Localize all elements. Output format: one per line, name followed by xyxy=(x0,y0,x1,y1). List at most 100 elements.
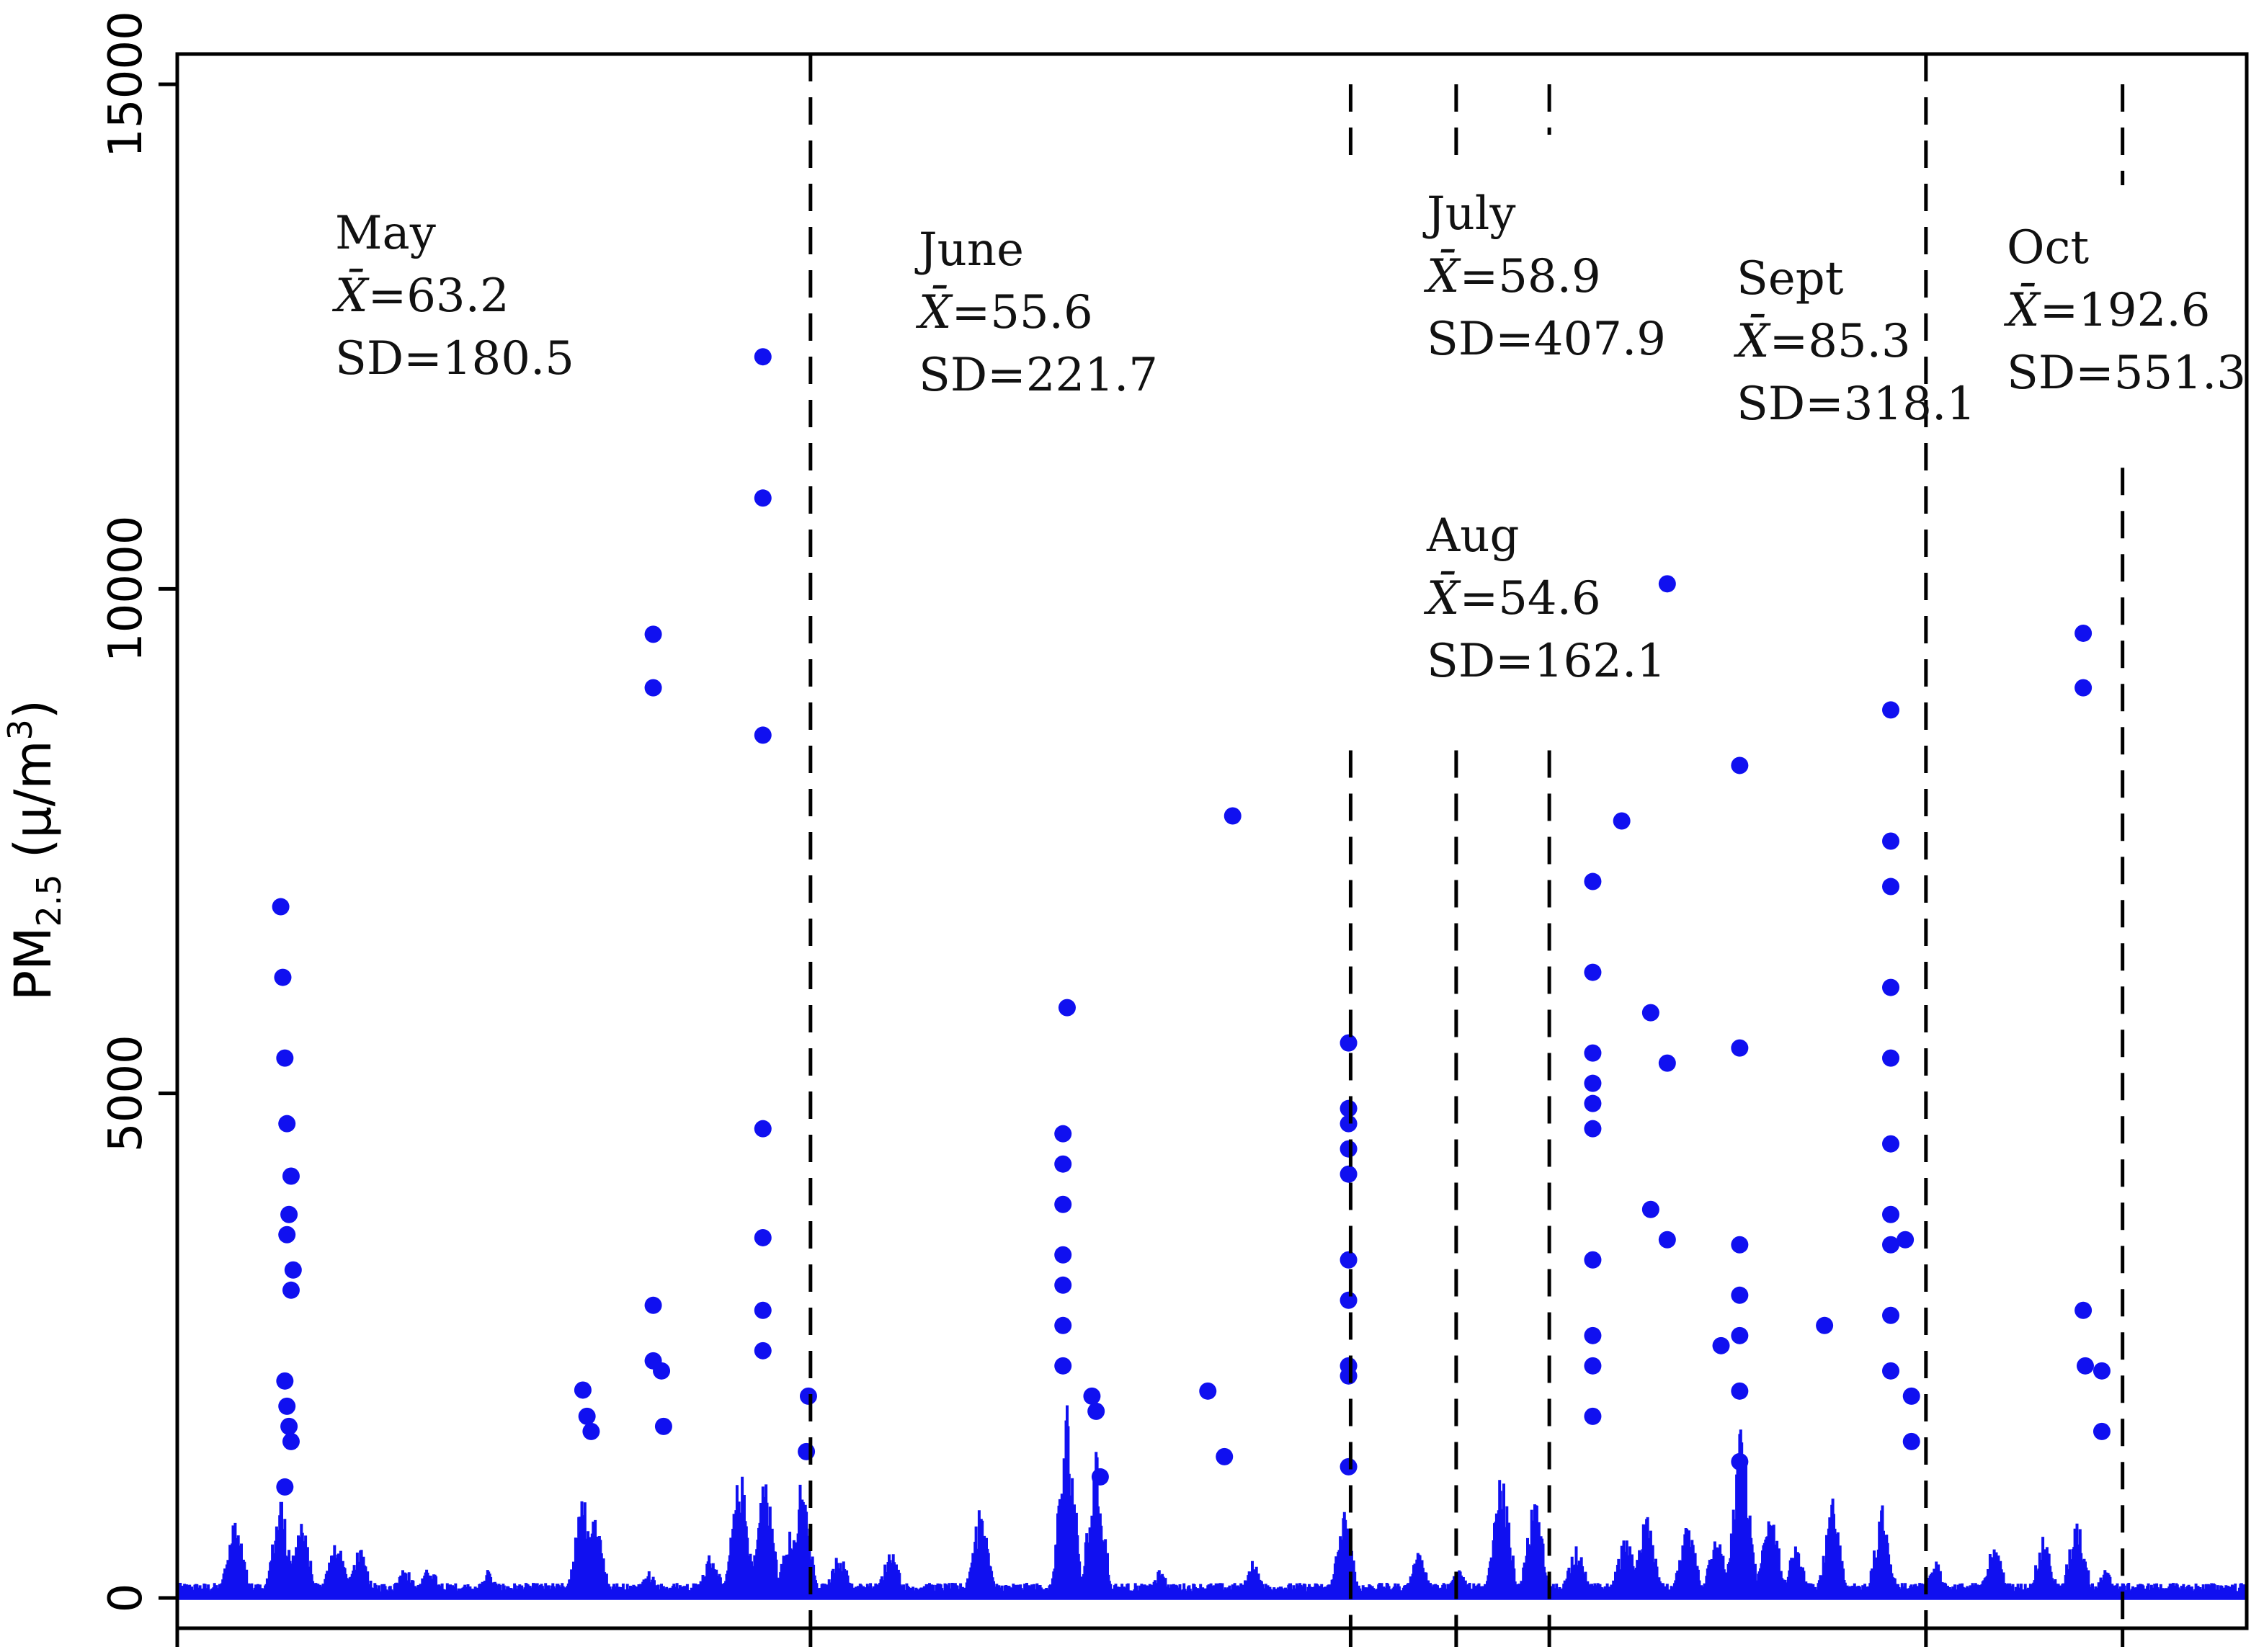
data-point-38 xyxy=(1054,1316,1072,1334)
annotation-may-mean: X̄=63.2 xyxy=(331,268,509,323)
data-point-24 xyxy=(754,489,772,507)
data-point-32 xyxy=(1058,999,1076,1017)
data-point-42 xyxy=(1091,1468,1109,1486)
annotation-may-mean-symbol: X̄ xyxy=(331,268,370,323)
data-point-50 xyxy=(1340,1165,1358,1183)
data-point-27 xyxy=(754,1228,772,1246)
data-point-85 xyxy=(1882,1049,1900,1067)
data-point-49 xyxy=(1340,1140,1358,1158)
data-point-35 xyxy=(1054,1195,1072,1213)
data-point-1 xyxy=(274,968,292,986)
data-point-91 xyxy=(1897,1231,1915,1249)
data-point-10 xyxy=(278,1397,296,1415)
data-point-92 xyxy=(1902,1387,1920,1405)
annotation-may-mean-value: =63.2 xyxy=(368,269,509,323)
annotation-july-mean-value: =58.9 xyxy=(1460,250,1601,303)
annotation-sept-mean-value: =85.3 xyxy=(1770,315,1911,368)
annotation-june-sd: SD=221.7 xyxy=(919,349,1158,402)
data-point-95 xyxy=(2074,679,2093,697)
y-axis-label-subscript: 2.5 xyxy=(30,874,68,927)
data-point-69 xyxy=(1658,575,1676,593)
data-point-11 xyxy=(280,1417,298,1435)
data-point-36 xyxy=(1054,1246,1072,1264)
data-point-5 xyxy=(280,1205,298,1223)
data-point-45 xyxy=(1199,1382,1217,1400)
data-point-18 xyxy=(644,679,662,697)
annotation-aug-month: Aug xyxy=(1426,509,1519,563)
data-point-23 xyxy=(754,348,772,366)
data-point-83 xyxy=(1882,878,1900,896)
data-point-7 xyxy=(284,1261,302,1279)
data-points xyxy=(272,348,2111,1496)
data-point-64 xyxy=(1584,1357,1602,1375)
data-point-94 xyxy=(2074,624,2093,642)
annotation-may-sd: SD=180.5 xyxy=(335,332,574,385)
y-axis-label: PM2.5 (μ/m3) xyxy=(1,700,68,1001)
annotation-may-month: May xyxy=(335,207,436,260)
data-point-39 xyxy=(1054,1357,1072,1375)
data-point-97 xyxy=(2076,1357,2094,1375)
annotation-sept-mean-symbol: X̄ xyxy=(1733,313,1771,368)
data-point-61 xyxy=(1584,1120,1602,1138)
plot-frame xyxy=(175,52,2249,1630)
month-boundaries xyxy=(808,54,2125,1628)
data-point-40 xyxy=(1083,1387,1101,1405)
y-axis-label-suffix: (μ/m xyxy=(4,740,63,874)
data-point-81 xyxy=(1882,701,1900,719)
data-point-52 xyxy=(1340,1291,1358,1309)
data-point-82 xyxy=(1882,832,1900,850)
data-point-19 xyxy=(644,1296,662,1314)
annotation-aug-mean: X̄=54.6 xyxy=(1423,571,1601,625)
data-point-2 xyxy=(276,1049,294,1067)
data-point-66 xyxy=(1613,812,1631,830)
data-point-37 xyxy=(1054,1276,1072,1294)
data-point-55 xyxy=(1340,1457,1358,1475)
data-point-87 xyxy=(1882,1205,1900,1223)
data-point-22 xyxy=(654,1417,672,1435)
data-point-4 xyxy=(282,1167,300,1185)
data-point-48 xyxy=(1340,1115,1358,1133)
annotation-july-mean-symbol: X̄ xyxy=(1423,249,1461,303)
data-point-8 xyxy=(282,1281,300,1299)
annotation-june-mean: X̄=55.6 xyxy=(915,285,1093,339)
data-point-89 xyxy=(1882,1306,1900,1324)
data-point-70 xyxy=(1658,1054,1676,1072)
data-point-96 xyxy=(2074,1301,2093,1319)
data-point-34 xyxy=(1054,1155,1072,1173)
data-point-13 xyxy=(276,1478,294,1496)
data-point-74 xyxy=(1731,1039,1749,1057)
data-point-29 xyxy=(754,1341,772,1359)
data-point-25 xyxy=(754,726,772,744)
data-point-16 xyxy=(582,1422,600,1440)
y-tick-label-10000: 10000 xyxy=(99,516,153,663)
annotation-sept-mean: X̄=85.3 xyxy=(1733,313,1911,368)
data-point-86 xyxy=(1882,1135,1900,1153)
annotation-june-mean-symbol: X̄ xyxy=(915,285,953,339)
data-point-51 xyxy=(1340,1251,1358,1269)
data-point-73 xyxy=(1731,756,1749,774)
data-point-60 xyxy=(1584,1094,1602,1112)
data-point-6 xyxy=(278,1225,296,1244)
month-annotations: May X̄=63.2 SD=180.5 June X̄=55.6 SD=221… xyxy=(331,187,2246,688)
annotation-oct-mean-value: =192.6 xyxy=(2040,284,2211,337)
y-tick-label-5000: 5000 xyxy=(99,1035,153,1152)
y-axis-title: PM2.5 (μ/m3) xyxy=(1,700,68,1001)
data-point-75 xyxy=(1731,1236,1749,1254)
annotation-aug-sd: SD=162.1 xyxy=(1427,635,1666,688)
data-point-76 xyxy=(1731,1286,1749,1304)
annotation-oct-mean: X̄=192.6 xyxy=(2003,282,2210,337)
data-point-90 xyxy=(1882,1362,1900,1380)
data-point-31 xyxy=(798,1442,816,1460)
data-point-14 xyxy=(574,1381,592,1399)
data-point-28 xyxy=(754,1301,772,1319)
y-tick-label-15000: 15000 xyxy=(99,11,153,158)
data-point-63 xyxy=(1584,1326,1602,1344)
data-point-77 xyxy=(1731,1326,1749,1344)
data-point-79 xyxy=(1731,1452,1749,1470)
data-point-58 xyxy=(1584,1044,1602,1062)
data-point-78 xyxy=(1731,1382,1749,1400)
y-axis-label-close: ) xyxy=(4,700,63,719)
data-point-0 xyxy=(272,898,290,916)
annotation-sept: Sept X̄=85.3 SD=318.1 xyxy=(1733,252,1976,431)
annotation-sept-sd: SD=318.1 xyxy=(1737,378,1976,431)
